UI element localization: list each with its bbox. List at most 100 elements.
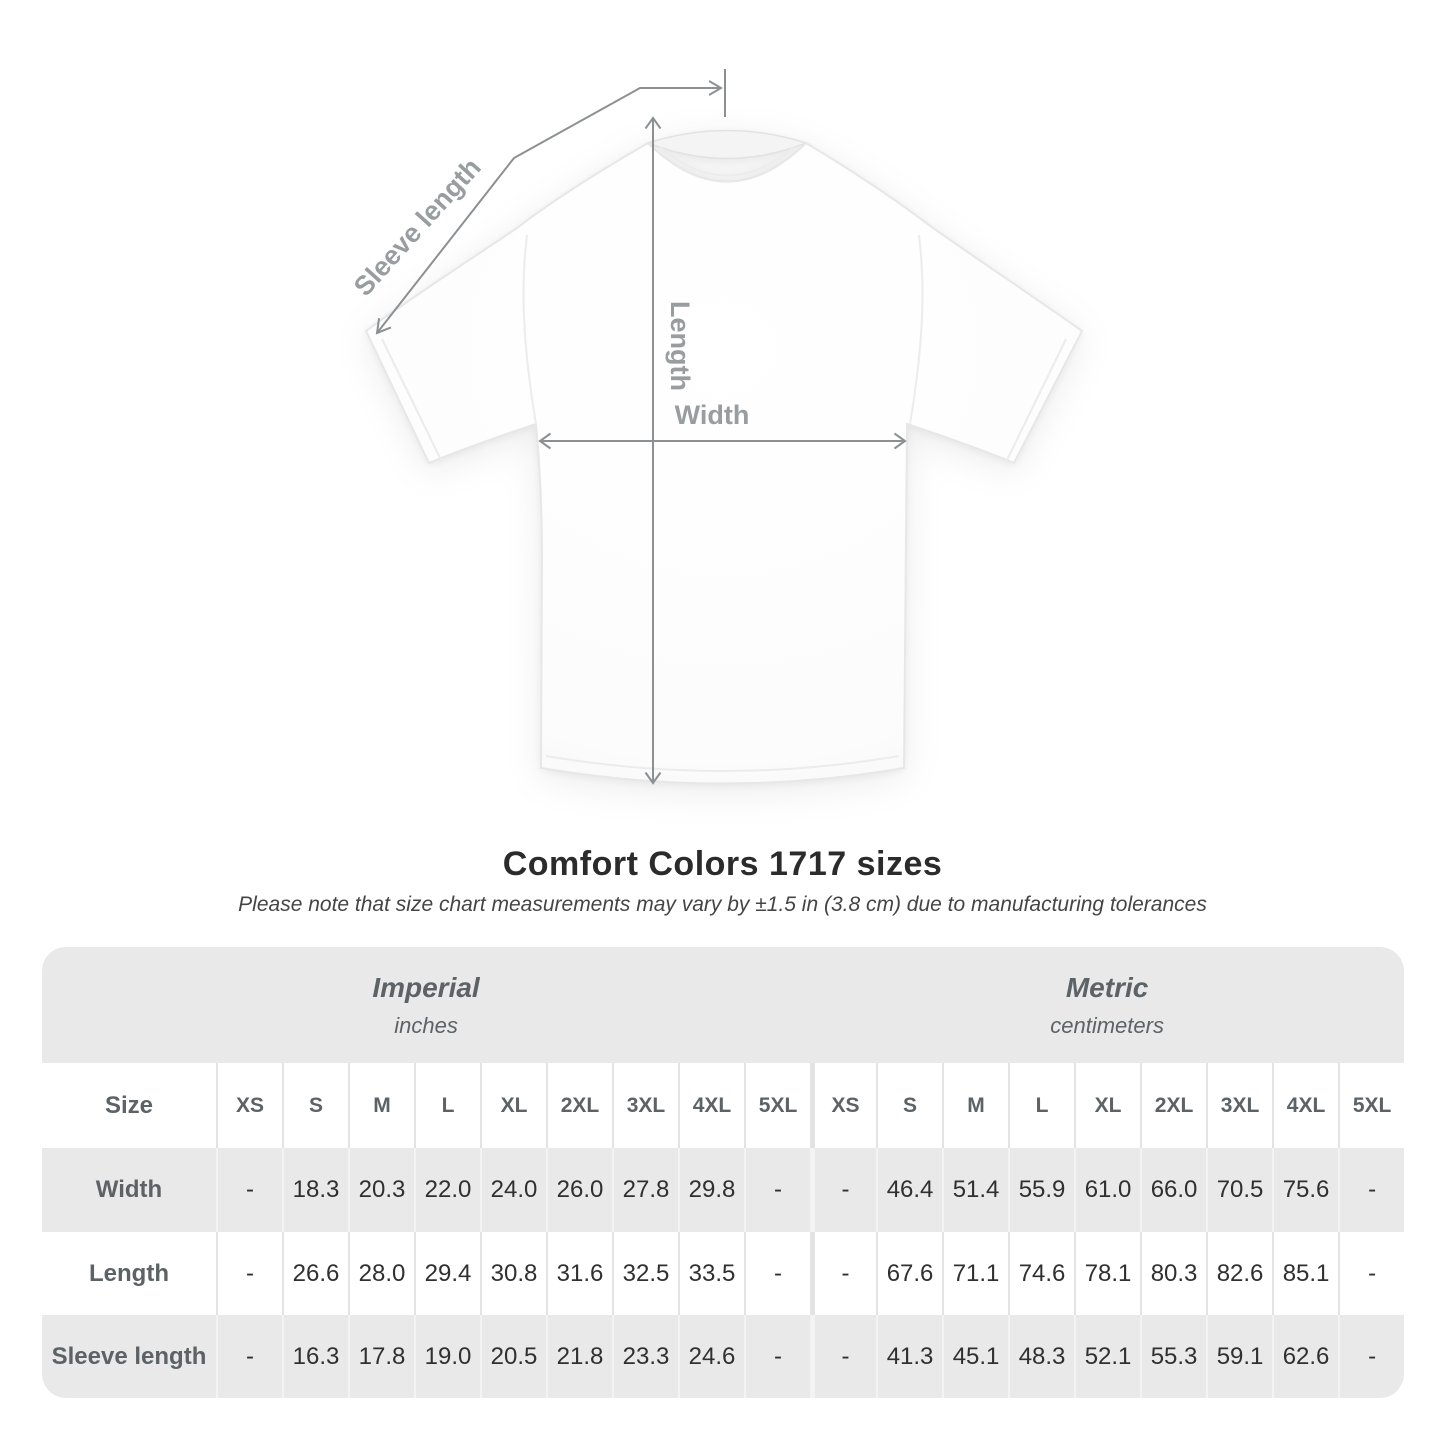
width-metric-3xl: 70.5 [1206, 1148, 1273, 1232]
length-imperial-s: 26.6 [282, 1232, 348, 1315]
width-imperial-4xl: 29.8 [678, 1148, 744, 1232]
width-imperial-xl: 24.0 [480, 1148, 546, 1232]
sleeve-metric-xl: 52.1 [1074, 1315, 1141, 1398]
imperial-group-unit: inches [394, 1012, 458, 1038]
width-imperial-m: 20.3 [348, 1148, 414, 1232]
size-chart-table: Imperial inches Metric centimeters Size … [42, 947, 1405, 1398]
length-metric-m: 71.1 [942, 1232, 1009, 1315]
col-head-metric-5xl: 5XL [1338, 1063, 1405, 1148]
length-metric-5xl: - [1338, 1232, 1405, 1315]
sleeve-metric-xs: - [810, 1315, 877, 1398]
width-metric-m: 51.4 [942, 1148, 1009, 1232]
page-subtitle: Please note that size chart measurements… [238, 893, 1207, 916]
sleeve-metric-m: 45.1 [942, 1315, 1009, 1398]
width-imperial-5xl: - [744, 1148, 811, 1232]
width-arrowhead-left-icon [538, 432, 552, 450]
col-head-metric-xs: XS [810, 1063, 877, 1148]
sleeve-arrowhead-right-icon [708, 80, 723, 96]
width-imperial-s: 18.3 [282, 1148, 348, 1232]
metric-group-header: Metric centimeters [810, 947, 1405, 1063]
size-header-row: Size XS S M L XL 2XL 3XL 4XL 5XL XS S M … [42, 1063, 1405, 1148]
table-row-length: Length - 26.6 28.0 29.4 30.8 31.6 32.5 3… [42, 1232, 1405, 1315]
col-head-imperial-3xl: 3XL [612, 1063, 678, 1148]
length-label: Length [665, 301, 695, 391]
table-row-sleeve-length: Sleeve length - 16.3 17.8 19.0 20.5 21.8… [42, 1315, 1405, 1398]
col-head-imperial-xl: XL [480, 1063, 546, 1148]
sleeve-imperial-l: 19.0 [414, 1315, 480, 1398]
col-head-imperial-l: L [414, 1063, 480, 1148]
sleeve-imperial-m: 17.8 [348, 1315, 414, 1398]
length-imperial-3xl: 32.5 [612, 1232, 678, 1315]
width-imperial-xs: - [216, 1148, 282, 1232]
length-imperial-4xl: 33.5 [678, 1232, 744, 1315]
size-header-cell: Size [42, 1063, 216, 1148]
tshirt-body [364, 141, 1084, 785]
length-metric-xl: 78.1 [1074, 1232, 1141, 1315]
col-head-metric-3xl: 3XL [1206, 1063, 1273, 1148]
col-head-imperial-4xl: 4XL [678, 1063, 744, 1148]
table-row-width: Width - 18.3 20.3 22.0 24.0 26.0 27.8 29… [42, 1148, 1405, 1232]
length-metric-l: 74.6 [1008, 1232, 1075, 1315]
metric-group-unit: centimeters [1050, 1012, 1164, 1038]
tshirt-back-collar [645, 129, 809, 160]
metric-group-title: Metric [1065, 971, 1149, 1003]
col-head-imperial-xs: XS [216, 1063, 282, 1148]
row-label-length: Length [42, 1232, 216, 1315]
width-metric-5xl: - [1338, 1148, 1405, 1232]
sleeve-metric-4xl: 62.6 [1272, 1315, 1339, 1398]
width-arrowhead-right-icon [893, 432, 907, 450]
length-imperial-2xl: 31.6 [546, 1232, 612, 1315]
col-head-metric-4xl: 4XL [1272, 1063, 1339, 1148]
tshirt-measurement-diagram: Sleeve length Length Width [348, 69, 1084, 785]
sleeve-arrowhead-cuff-icon [375, 318, 392, 335]
imperial-group-title: Imperial [372, 971, 480, 1003]
col-head-metric-m: M [942, 1063, 1009, 1148]
length-metric-2xl: 80.3 [1140, 1232, 1207, 1315]
sleeve-metric-2xl: 55.3 [1140, 1315, 1207, 1398]
width-metric-l: 55.9 [1008, 1148, 1075, 1232]
row-label-width: Width [42, 1148, 216, 1232]
sleeve-imperial-s: 16.3 [282, 1315, 348, 1398]
width-imperial-2xl: 26.0 [546, 1148, 612, 1232]
col-head-imperial-2xl: 2XL [546, 1063, 612, 1148]
length-imperial-m: 28.0 [348, 1232, 414, 1315]
length-metric-3xl: 82.6 [1206, 1232, 1273, 1315]
sleeve-imperial-3xl: 23.3 [612, 1315, 678, 1398]
sleeve-imperial-5xl: - [744, 1315, 811, 1398]
unit-group-header-row: Imperial inches Metric centimeters [42, 947, 1405, 1063]
sleeve-imperial-xs: - [216, 1315, 282, 1398]
sleeve-metric-s: 41.3 [876, 1315, 943, 1398]
col-head-imperial-s: S [282, 1063, 348, 1148]
sleeve-metric-3xl: 59.1 [1206, 1315, 1273, 1398]
sleeve-imperial-2xl: 21.8 [546, 1315, 612, 1398]
width-metric-s: 46.4 [876, 1148, 943, 1232]
length-imperial-l: 29.4 [414, 1232, 480, 1315]
col-head-metric-xl: XL [1074, 1063, 1141, 1148]
width-label: Width [675, 400, 750, 430]
tshirt-image [364, 129, 1084, 785]
col-head-metric-l: L [1008, 1063, 1075, 1148]
measurement-arrows [375, 69, 907, 785]
col-head-imperial-m: M [348, 1063, 414, 1148]
width-imperial-3xl: 27.8 [612, 1148, 678, 1232]
col-head-imperial-5xl: 5XL [744, 1063, 811, 1148]
page-title: Comfort Colors 1717 sizes [502, 845, 943, 883]
tshirt-seams [381, 146, 1067, 772]
width-imperial-l: 22.0 [414, 1148, 480, 1232]
length-imperial-xl: 30.8 [480, 1232, 546, 1315]
sleeve-imperial-4xl: 24.6 [678, 1315, 744, 1398]
sleeve-length-line [376, 87, 721, 334]
length-metric-s: 67.6 [876, 1232, 943, 1315]
sleeve-imperial-xl: 20.5 [480, 1315, 546, 1398]
sleeve-metric-5xl: - [1338, 1315, 1405, 1398]
width-metric-4xl: 75.6 [1272, 1148, 1339, 1232]
length-metric-4xl: 85.1 [1272, 1232, 1339, 1315]
length-metric-xs: - [810, 1232, 877, 1315]
row-label-sleeve-length: Sleeve length [42, 1315, 216, 1398]
imperial-group-header: Imperial inches [42, 947, 811, 1063]
length-arrowhead-top-icon [644, 116, 662, 130]
width-metric-2xl: 66.0 [1140, 1148, 1207, 1232]
col-head-metric-2xl: 2XL [1140, 1063, 1207, 1148]
sleeve-metric-l: 48.3 [1008, 1315, 1075, 1398]
length-imperial-5xl: - [744, 1232, 811, 1315]
